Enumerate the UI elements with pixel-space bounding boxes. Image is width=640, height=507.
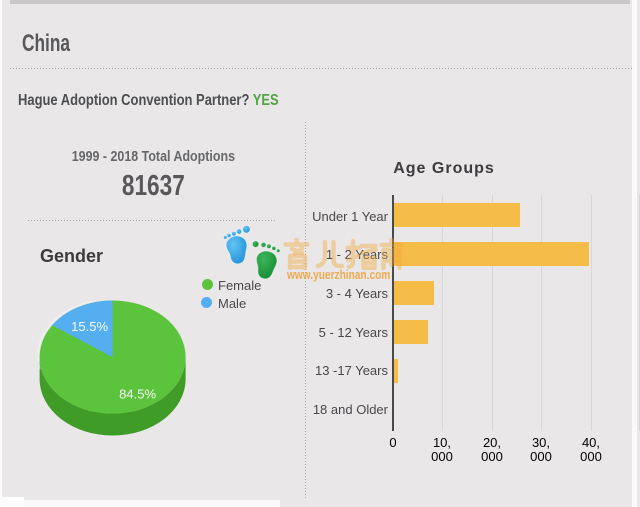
svg-text:84.5%: 84.5% [119, 386, 156, 401]
svg-text:15.5%: 15.5% [71, 319, 108, 334]
